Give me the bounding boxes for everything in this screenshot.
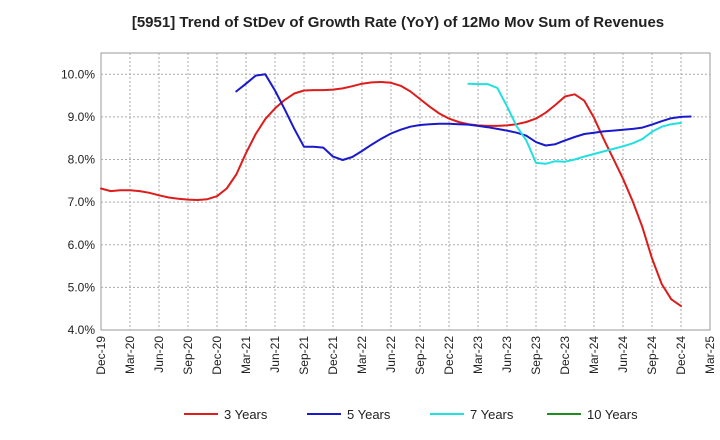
y-tick-label: 7.0%	[68, 195, 96, 209]
grid-lines	[101, 53, 710, 330]
legend: 3 Years 5 Years 7 Years 10 Years	[184, 407, 638, 422]
plot-area	[100, 52, 711, 331]
x-tick-label: Jun-22	[384, 336, 398, 373]
legend-label: 3 Years	[224, 407, 268, 422]
x-tick-label: Dec-19	[94, 336, 108, 375]
x-tick-label: Jun-24	[616, 336, 630, 373]
series-line-3-years	[100, 81, 682, 308]
x-tick-label: Sep-24	[645, 336, 659, 375]
legend-label: 7 Years	[470, 407, 514, 422]
x-tick-label: Dec-22	[442, 336, 456, 375]
y-tick-label: 8.0%	[68, 153, 96, 167]
chart-title: [5951] Trend of StDev of Growth Rate (Yo…	[132, 14, 664, 31]
x-tick-label: Mar-24	[587, 336, 601, 374]
x-tick-label: Dec-20	[210, 336, 224, 375]
x-tick-label: Mar-21	[239, 336, 253, 374]
x-tick-label: Mar-25	[703, 336, 717, 374]
x-tick-label: Sep-22	[413, 336, 427, 375]
series-line-5-years	[235, 73, 692, 161]
x-tick-label: Sep-23	[529, 336, 543, 375]
x-tick-label: Dec-21	[326, 336, 340, 375]
x-tick-label: Jun-23	[500, 336, 514, 373]
legend-label: 5 Years	[347, 407, 391, 422]
y-tick-label: 4.0%	[68, 323, 96, 337]
x-tick-label: Dec-23	[558, 336, 572, 375]
y-tick-label: 5.0%	[68, 280, 96, 294]
series-lines	[100, 73, 692, 308]
x-tick-label: Jun-21	[268, 336, 282, 373]
x-tick-label: Mar-22	[355, 336, 369, 374]
y-tick-label: 10.0%	[61, 67, 95, 81]
x-tick-label: Mar-23	[471, 336, 485, 374]
legend-label: 10 Years	[587, 407, 638, 422]
x-tick-label: Jun-20	[152, 336, 166, 373]
axes: Dec-19 Mar-20 Jun-20 Sep-20 Dec-20 Mar-21 Jun-…	[61, 67, 717, 374]
x-tick-label: Dec-24	[674, 336, 688, 375]
x-tick-label: Sep-20	[181, 336, 195, 375]
y-tick-label: 6.0%	[68, 238, 96, 252]
x-tick-label: Mar-20	[123, 336, 137, 374]
y-tick-label: 9.0%	[68, 110, 96, 124]
x-tick-label: Sep-21	[297, 336, 311, 375]
series-line-7-years	[467, 82, 682, 165]
